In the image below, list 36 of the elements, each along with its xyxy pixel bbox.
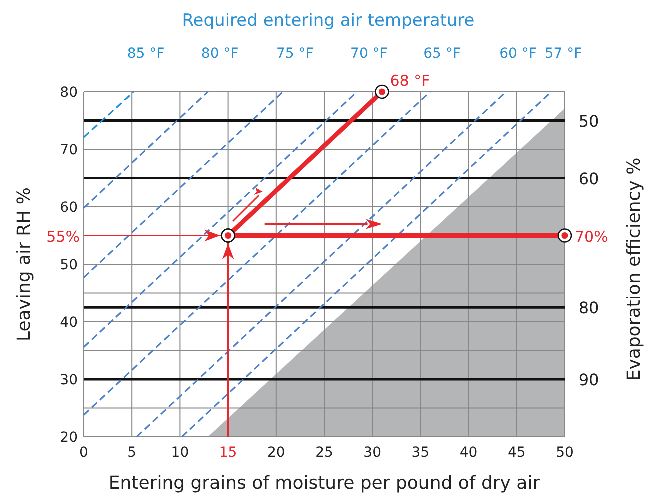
annotation: 55% — [46, 228, 80, 246]
x-tick-label: 40 — [460, 445, 478, 461]
y-tick-label: 80 — [60, 85, 78, 101]
text: 80 °F — [201, 46, 239, 62]
y-tick-label: 20 — [60, 430, 78, 446]
x-tick-label: 35 — [412, 445, 430, 461]
text: 60 °F — [500, 46, 537, 62]
series-label: 60 — [578, 169, 600, 188]
x-axis-title: Entering grains of moisture per pound of dry air — [108, 473, 541, 494]
x-tick-label: 0 — [80, 445, 88, 461]
x-tick-label: 50 — [556, 445, 574, 461]
series-label: 90 — [578, 370, 600, 390]
x-tick-label: 15 — [219, 445, 238, 461]
y-axis-title: Leaving air RH % — [14, 187, 35, 342]
x-tick-label: 10 — [171, 445, 190, 461]
text: 70 °F — [350, 46, 388, 62]
y-tick-label: 70 — [60, 142, 78, 158]
x2-axis-title: Required entering air temperature — [182, 11, 475, 31]
series-label: 50 — [578, 112, 600, 131]
text: 65 °F — [424, 46, 461, 62]
x-tick-label: 30 — [364, 445, 382, 461]
y2-axis-title: Evaporation efficiency % — [624, 158, 645, 382]
x-tick-label: 20 — [267, 445, 286, 461]
y-tick-label: 60 — [60, 200, 78, 216]
annotation: 70% — [575, 228, 608, 246]
y-tick-label: 30 — [60, 372, 78, 388]
text: 85 °F — [127, 46, 165, 62]
y-tick-label: 50 — [60, 258, 78, 274]
annotation: 68 °F — [390, 72, 430, 90]
x-tick-label: 25 — [316, 445, 334, 461]
x-tick-label: 45 — [508, 445, 526, 461]
text: 75 °F — [276, 46, 314, 62]
x-tick-label: 5 — [128, 445, 137, 461]
series-label: 80 — [578, 298, 600, 318]
y-tick-label: 40 — [60, 315, 78, 331]
text: 57 °F — [544, 46, 582, 62]
